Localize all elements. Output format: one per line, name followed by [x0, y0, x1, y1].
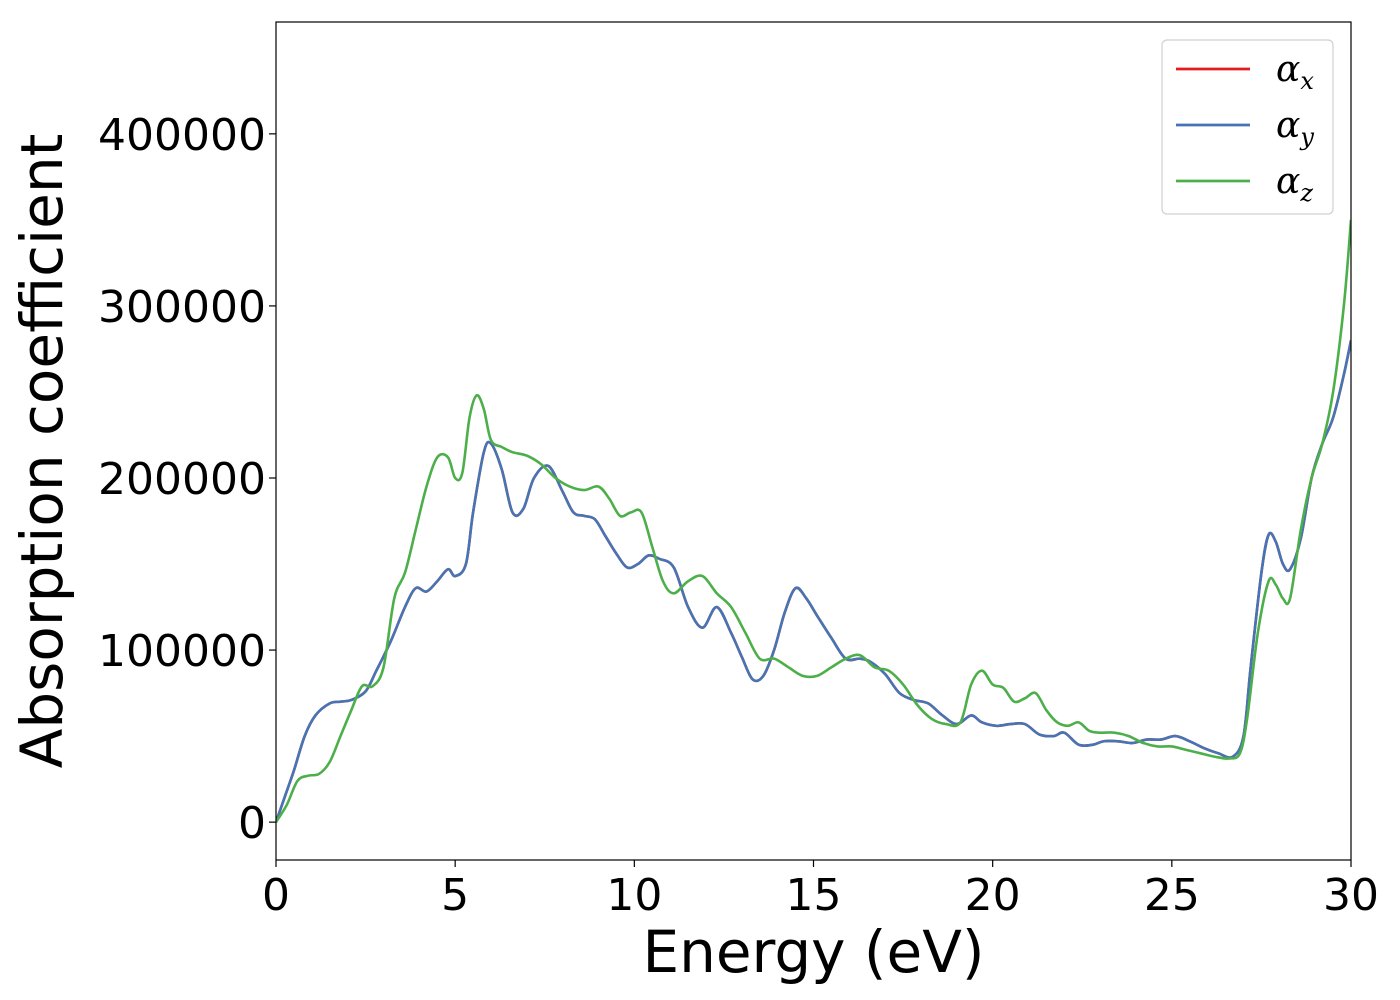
- series-line-y: [276, 340, 1351, 823]
- legend-box: [1161, 39, 1334, 215]
- x-tick-label: 0: [262, 870, 290, 921]
- x-tick-label: 25: [1144, 870, 1200, 921]
- y-tick-label: 100000: [98, 626, 266, 677]
- plot-lines: [276, 219, 1351, 823]
- series-line-z: [276, 219, 1351, 823]
- x-tick-label: 30: [1323, 870, 1379, 921]
- x-tick-label: 10: [606, 870, 662, 921]
- y-tick-label: 400000: [98, 110, 266, 161]
- x-axis-ticks: 0 5 10 15 20 25 30: [262, 860, 1379, 921]
- legend-entry-z: αz: [1276, 161, 1313, 207]
- legend-entry-y: αy: [1276, 105, 1314, 151]
- y-axis-ticks: 0 100000 200000 300000 400000: [98, 110, 276, 849]
- x-tick-label: 15: [786, 870, 842, 921]
- legend: αx αy αz: [1161, 39, 1334, 215]
- x-tick-label: 20: [965, 870, 1021, 921]
- x-tick-label: 5: [441, 870, 469, 921]
- x-axis-label: Energy (eV): [642, 918, 984, 986]
- legend-entry-x: αx: [1276, 49, 1314, 95]
- y-tick-label: 200000: [98, 454, 266, 505]
- y-tick-label: 300000: [98, 282, 266, 333]
- y-axis-label: Absorption coefficient: [8, 134, 76, 769]
- y-tick-label: 0: [238, 798, 266, 849]
